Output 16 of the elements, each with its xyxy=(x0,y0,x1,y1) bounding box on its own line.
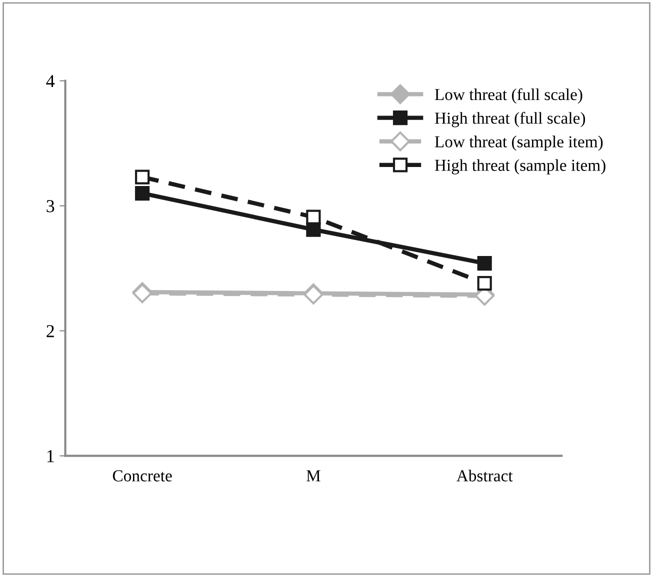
legend-label: Low threat (sample item) xyxy=(434,136,603,151)
x-tick-label: M xyxy=(306,470,320,482)
legend-label: High threat (full scale) xyxy=(434,112,586,128)
y-tick-label: 2 xyxy=(46,325,54,338)
point xyxy=(135,186,150,201)
x-tick-label: Abstract xyxy=(456,470,513,482)
legend-label: Low threat (full scale) xyxy=(434,88,582,104)
y-tick-label: 4 xyxy=(46,75,55,88)
x-tick-label: Concrete xyxy=(112,470,172,482)
point xyxy=(477,276,492,291)
point xyxy=(477,256,492,271)
legend-label: High threat (sample item) xyxy=(434,159,606,174)
y-tick-label: 3 xyxy=(46,200,54,212)
point xyxy=(306,210,321,224)
point xyxy=(135,170,150,184)
y-tick-label: 1 xyxy=(47,450,54,462)
